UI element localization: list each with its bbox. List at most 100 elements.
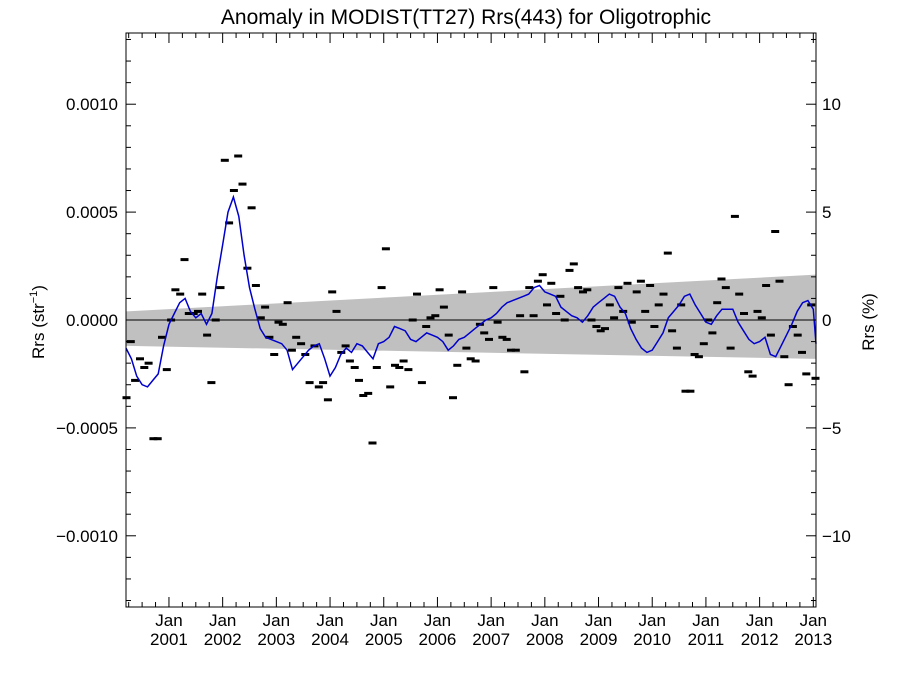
ticks-layer: [126, 33, 816, 607]
monthly-point: [641, 309, 650, 313]
monthly-point: [762, 284, 771, 287]
monthly-point: [717, 277, 726, 281]
monthly-point: [355, 378, 363, 382]
x-tick-label-year: 2002: [204, 630, 242, 649]
monthly-point: [395, 366, 404, 369]
monthly-point: [136, 357, 144, 361]
monthly-point: [203, 333, 212, 337]
monthly-point: [735, 292, 744, 296]
monthly-point: [319, 381, 328, 385]
monthly-point: [323, 398, 332, 402]
x-tick-label-year: 2008: [526, 630, 564, 649]
monthly-point: [243, 266, 252, 270]
monthly-point: [533, 279, 542, 283]
monthly-point: [543, 303, 551, 307]
y-axis-label-superscript: −1: [28, 291, 40, 304]
y2-tick-label: 10: [822, 95, 841, 114]
monthly-point: [592, 325, 601, 328]
monthly-point: [650, 325, 659, 328]
monthly-point: [345, 359, 354, 363]
monthly-point: [265, 335, 274, 339]
monthly-point: [417, 381, 426, 385]
monthly-point: [435, 288, 444, 292]
x-tick-label-year: 2003: [257, 630, 295, 649]
y2-tick-label: 5: [822, 203, 831, 222]
y-tick-label: −0.0005: [56, 419, 118, 438]
y-axis-label-close: ): [29, 285, 48, 291]
monthly-point: [587, 318, 596, 322]
y-tick-label: 0.0000: [66, 311, 118, 330]
x-tick-label-month: Jan: [477, 611, 504, 630]
monthly-point: [596, 329, 605, 333]
y2-tick-label: −10: [822, 527, 851, 546]
x-tick-label-year: 2005: [365, 630, 403, 649]
monthly-point: [708, 331, 717, 335]
monthly-point: [444, 333, 453, 337]
monthly-point: [462, 346, 471, 350]
monthly-point: [368, 441, 377, 445]
monthly-point: [422, 325, 431, 328]
monthly-point: [453, 363, 462, 367]
monthly-point: [458, 290, 467, 294]
monthly-point: [753, 309, 762, 313]
monthly-points-layer: [122, 154, 820, 445]
monthly-point: [775, 279, 784, 283]
monthly-point: [297, 342, 306, 346]
smoothed-line-layer: [125, 194, 817, 388]
monthly-point: [627, 320, 636, 324]
monthly-point: [565, 268, 574, 272]
monthly-point: [287, 348, 296, 352]
monthly-point: [560, 318, 569, 322]
monthly-point: [247, 206, 256, 210]
tick-labels-layer: 0.0010 0.0005 0.0000 −0.0005 −0.0010 10 5 0 −5 −1…: [56, 95, 851, 649]
monthly-point: [270, 353, 279, 356]
monthly-point: [605, 303, 614, 307]
monthly-point: [516, 314, 525, 318]
monthly-point: [784, 383, 793, 387]
x-tick-label-month: Jan: [746, 611, 773, 630]
monthly-point: [556, 294, 565, 298]
y2-axis-label: Rrs (%): [859, 293, 878, 351]
x-tick-label-month: Jan: [209, 611, 236, 630]
x-tick-label-year: 2012: [741, 630, 779, 649]
uncertainty-band-layer: [126, 274, 816, 359]
monthly-point: [699, 342, 708, 346]
monthly-point: [216, 286, 225, 290]
y2-tick-label: 0: [822, 311, 831, 330]
monthly-point: [681, 389, 690, 393]
chart-title: Anomaly in MODIST(TT27) Rrs(443) for Oli…: [221, 6, 711, 29]
monthly-point: [721, 286, 730, 290]
monthly-point: [292, 335, 301, 339]
x-tick-label-month: Jan: [155, 611, 182, 630]
x-tick-label-year: 2007: [472, 630, 510, 649]
monthly-point: [211, 318, 220, 322]
monthly-point: [659, 292, 668, 296]
monthly-point: [176, 292, 185, 296]
monthly-point: [788, 325, 797, 328]
monthly-point: [520, 370, 529, 374]
monthly-point: [668, 329, 677, 333]
monthly-point: [498, 335, 507, 339]
monthly-point: [381, 247, 390, 251]
monthly-point: [283, 301, 292, 305]
smoothed-series-line: [125, 194, 817, 388]
monthly-point: [238, 182, 247, 186]
monthly-point: [636, 279, 645, 283]
monthly-point: [610, 316, 619, 320]
monthly-point: [704, 318, 713, 322]
monthly-point: [511, 348, 520, 352]
monthly-point: [502, 337, 511, 341]
y-axis-label-main: Rrs (str: [29, 303, 48, 359]
x-tick-label-month: Jan: [531, 611, 558, 630]
monthly-point: [140, 366, 149, 369]
monthly-point: [802, 372, 811, 376]
monthly-point: [552, 312, 561, 315]
monthly-point: [162, 368, 171, 372]
x-tick-label-month: Jan: [639, 611, 666, 630]
monthly-point: [583, 288, 592, 292]
monthly-point: [372, 366, 381, 369]
monthly-point: [632, 290, 641, 294]
monthly-point: [654, 303, 663, 307]
monthly-point: [574, 286, 583, 290]
monthly-point: [149, 437, 158, 441]
